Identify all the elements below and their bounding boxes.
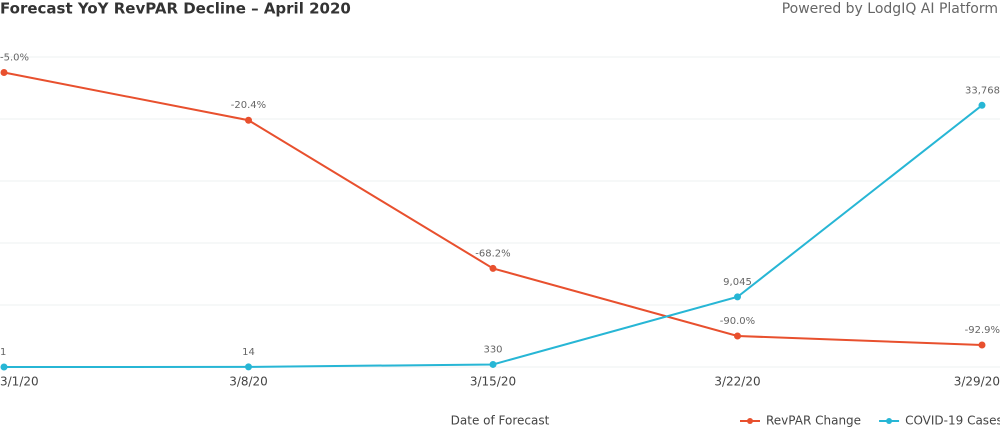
series-line (3, 104, 983, 368)
data-point (489, 264, 497, 272)
data-point (245, 116, 252, 124)
data-label: -90.0% (720, 316, 755, 327)
chart-subtitle: Powered by LodgIQ AI Platform (782, 1, 998, 17)
legend-dot (886, 418, 893, 424)
data-label: -5.0% (0, 53, 29, 64)
data-label: 14 (242, 347, 255, 358)
data-point (245, 363, 252, 371)
chart-title: Forecast YoY RevPAR Decline – April 2020 (0, 0, 351, 18)
data-label: -20.4% (231, 100, 266, 111)
data-label: -92.9% (965, 325, 1000, 336)
data-point (978, 101, 986, 109)
x-tick-label: 3/1/20 (0, 375, 39, 389)
data-label: 9,045 (723, 277, 752, 288)
data-point (978, 341, 986, 349)
data-point (0, 363, 8, 371)
data-label: -68.2% (475, 248, 510, 259)
x-tick-label: 3/8/20 (229, 375, 268, 389)
x-tick-label: 3/22/20 (714, 375, 760, 389)
x-axis-title: Date of Forecast (451, 414, 550, 428)
data-point (0, 69, 8, 76)
x-tick-label: 3/29/20 (954, 375, 1000, 389)
data-point (489, 360, 497, 368)
data-label: 330 (483, 344, 502, 355)
x-tick-label: 3/15/20 (470, 375, 516, 389)
legend-dot (747, 418, 753, 424)
data-label: 33,768 (965, 85, 1000, 96)
data-point (734, 332, 741, 340)
data-label: 1 (0, 347, 6, 358)
legend-label: RevPAR Change (766, 414, 861, 428)
series-line (3, 71, 983, 346)
data-point (734, 293, 741, 301)
legend-label: COVID-19 Cases (905, 414, 1000, 428)
